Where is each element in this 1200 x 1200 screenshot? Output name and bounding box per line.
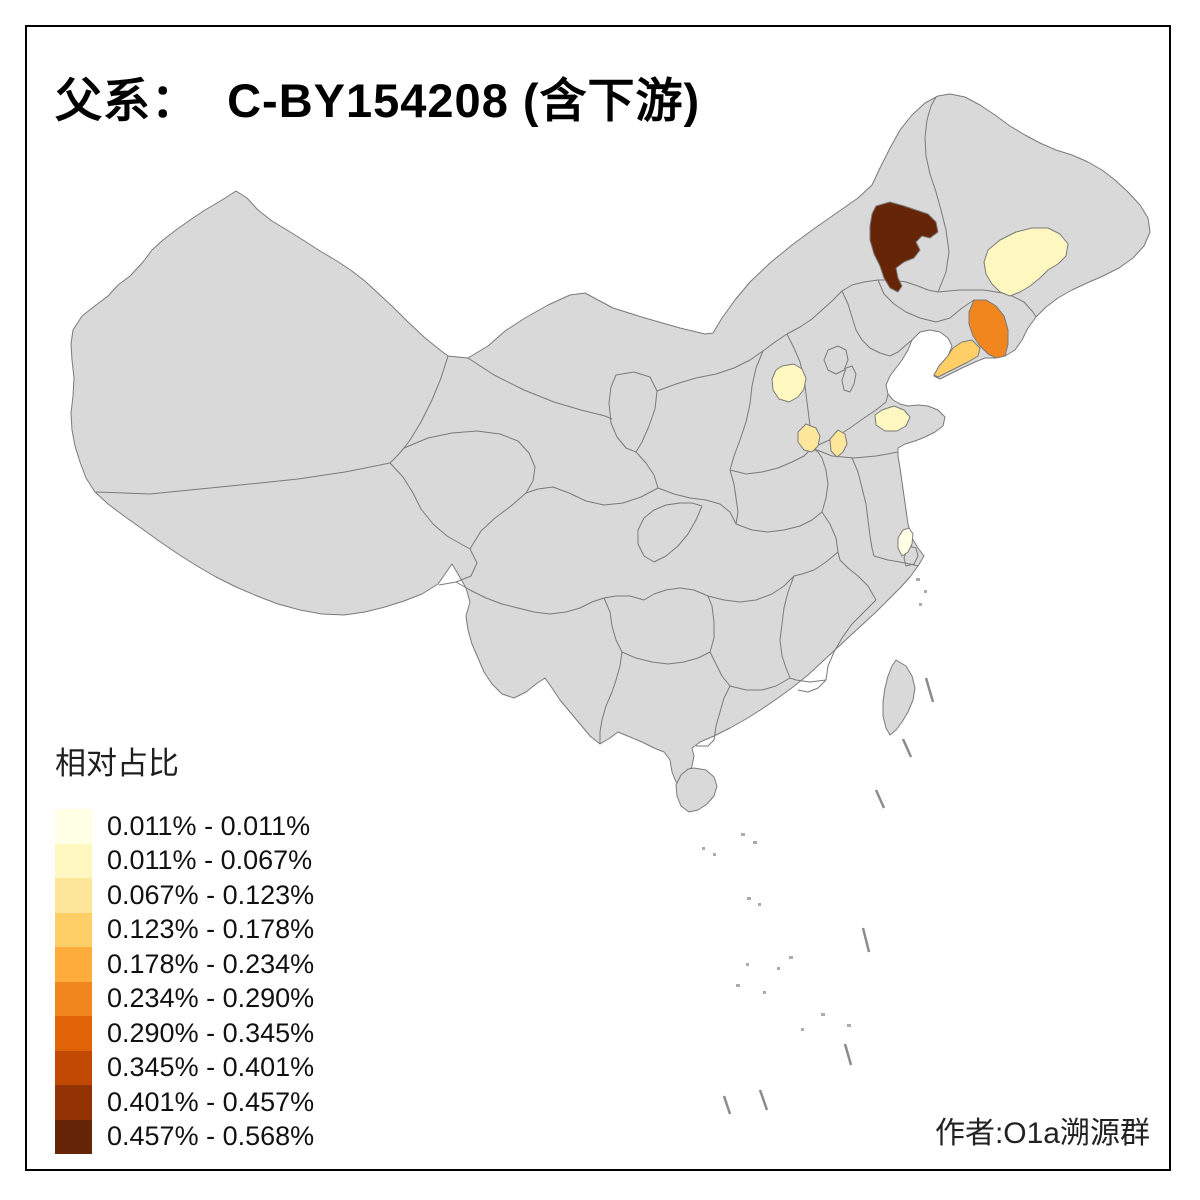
sea-islets: [702, 578, 927, 1031]
region-henan-shandong-junction: [829, 429, 848, 458]
highlighted-regions: [771, 201, 1069, 557]
legend-entry: 0.345% - 0.401%: [55, 1050, 315, 1085]
legend-label: 0.401% - 0.457%: [107, 1086, 315, 1117]
legend-swatch: [55, 1016, 92, 1051]
islands: [675, 659, 916, 813]
plot-frame: [25, 25, 1171, 1171]
legend-label: 0.234% - 0.290%: [107, 983, 315, 1014]
legend-entry: 0.011% - 0.011%: [55, 809, 314, 844]
province-borders: [95, 96, 1037, 747]
attribution-text: 作者:O1a溯源群: [934, 1117, 1150, 1150]
region-shandong-central: [874, 405, 911, 432]
legend-swatch: [55, 981, 92, 1016]
legend-entries: 0.011% - 0.011% 0.011% - 0.067% 0.067% - 0…: [55, 809, 314, 1154]
legend-label: 0.067% - 0.123%: [107, 879, 315, 910]
legend-entry: 0.123% - 0.178%: [55, 912, 315, 947]
legend-swatch: [55, 809, 92, 844]
legend-entry: 0.011% - 0.067%: [55, 843, 314, 878]
legend-label: 0.178% - 0.234%: [107, 948, 315, 979]
legend-entry: 0.234% - 0.290%: [55, 981, 315, 1016]
region-heilongjiang-suihua: [983, 227, 1069, 297]
sea-boundary-dashes: [722, 677, 935, 1115]
legend-entry: 0.067% - 0.123%: [55, 878, 314, 913]
legend-label: 0.011% - 0.011%: [107, 810, 311, 841]
island-hainan: [675, 767, 718, 813]
region-shanxi-central: [771, 363, 807, 403]
legend: 相对占比 0.011% - 0.011% 0.011% - 0.067% 0.067…: [55, 738, 314, 1154]
legend-label: 0.011% - 0.067%: [107, 845, 313, 876]
region-inner-mongolia-hinggan: [869, 201, 939, 293]
legend-swatch: [55, 878, 92, 913]
region-liaoning-dalian: [933, 339, 981, 378]
legend-label: 0.345% - 0.401%: [107, 1052, 315, 1083]
legend-swatch: [55, 1050, 92, 1085]
legend-swatch: [55, 912, 92, 947]
region-liaoning-dandong: [968, 299, 1009, 359]
legend-entry: 0.290% - 0.345%: [55, 1016, 314, 1051]
legend-swatch: [55, 1119, 92, 1154]
legend-swatch: [55, 1085, 92, 1120]
legend-label: 0.290% - 0.345%: [107, 1017, 315, 1048]
legend-entry: 0.178% - 0.234%: [55, 947, 314, 982]
legend-entry: 0.457% - 0.568%: [55, 1119, 315, 1154]
legend-title: 相对占比: [55, 746, 179, 781]
legend-swatch: [55, 947, 92, 982]
legend-label: 0.123% - 0.178%: [107, 914, 315, 945]
region-jiangsu-suzhou: [897, 527, 914, 557]
region-henan-north: [797, 423, 821, 453]
legend-label: 0.457% - 0.568%: [107, 1121, 315, 1152]
island-taiwan: [882, 659, 916, 736]
figure-title: 父系： C-BY154208 (含下游): [55, 74, 701, 127]
legend-entry: 0.401% - 0.457%: [55, 1085, 314, 1120]
legend-swatch: [55, 843, 92, 878]
